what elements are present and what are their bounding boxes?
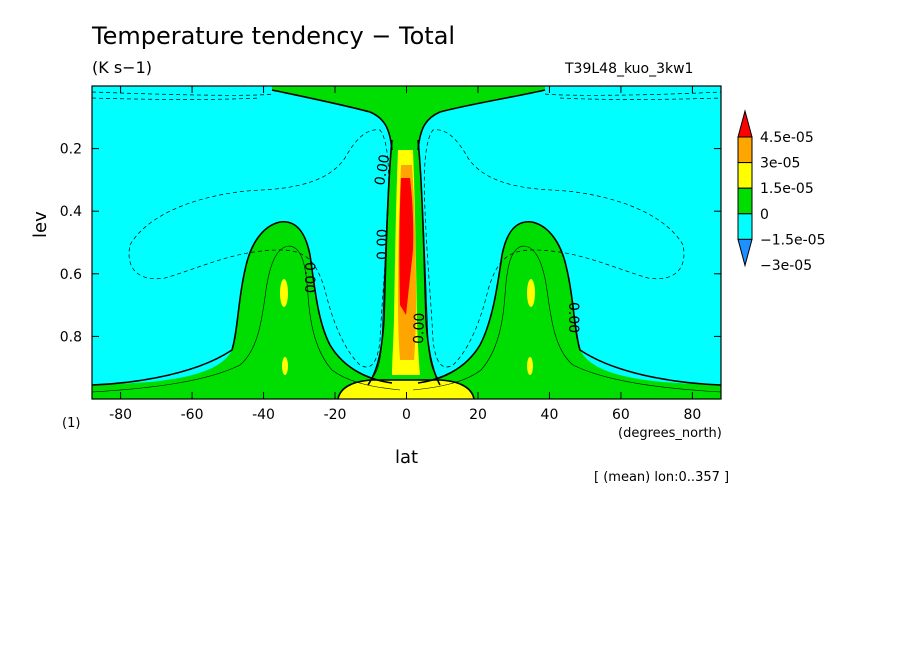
x-axis-label: lat: [395, 447, 419, 468]
central-red: [399, 178, 414, 315]
colorbar-bottom-arrow: [737, 238, 753, 268]
y-axis: 0.2 0.4 0.6 0.8: [60, 142, 721, 345]
x-axis: -80 -60 -40 -20 0 20 40 60 80: [109, 86, 701, 423]
y-tick-label: 0.6: [60, 267, 82, 283]
colorbar-segment: [737, 213, 753, 240]
contour-label: 0.00: [411, 312, 428, 344]
y-tick-label: 0.2: [60, 142, 82, 158]
zero-contour-right: [417, 221, 721, 386]
zero-contour-bottom: [337, 379, 475, 399]
x-tick-label: 80: [683, 407, 701, 423]
contour-label: 0.00: [372, 153, 393, 186]
colorbar-label: 0: [760, 207, 769, 223]
y-tick-label: 0.8: [60, 329, 82, 345]
x-axis-unit: (degrees_north): [618, 426, 722, 441]
right-yellow-blob: [527, 279, 535, 307]
negative-contour-left: [128, 129, 390, 368]
contour-fields: [92, 86, 721, 399]
colorbar-label: −1.5e-05: [760, 232, 825, 248]
left-yellow-blob-lower: [282, 357, 288, 375]
right-green-lobe: [410, 221, 721, 399]
contour-label: 0.00: [375, 229, 391, 260]
zero-contour-left: [92, 221, 393, 386]
run-label: T39L48_kuo_3kw1: [565, 61, 694, 77]
y-tick-label: 0.4: [60, 204, 82, 220]
x-tick-label: -20: [324, 407, 347, 423]
contour-label: 0.00: [301, 262, 317, 293]
chart-units: (K s−1): [92, 58, 152, 77]
positive-contour-right: [412, 245, 721, 393]
colorbar-label: 1.5e-05: [760, 181, 814, 197]
colorbar-segment: [737, 187, 753, 215]
x-tick-label: 40: [541, 407, 559, 423]
colorbar-top-arrow: [737, 109, 753, 138]
x-tick-label: 60: [612, 407, 630, 423]
negative-contour-top: [92, 91, 721, 100]
x-tick-label: -60: [181, 407, 204, 423]
left-green-lobe: [92, 221, 400, 399]
upper-green-band: [272, 86, 545, 150]
zero-contour-top: [271, 89, 546, 151]
colorbar-segment: [737, 162, 753, 189]
contour-label: 0.00: [565, 302, 581, 333]
colorbar-label: 3e-05: [760, 156, 800, 172]
chart-title: Temperature tendency − Total: [92, 22, 456, 50]
colorbar-segment: [737, 136, 753, 164]
colorbar: 4.5e-05 3e-05 1.5e-05 0 −1.5e-05 −3e-05: [737, 109, 825, 274]
negative-contour-right: [423, 129, 685, 368]
positive-contour-left: [92, 245, 401, 393]
x-tick-label: -80: [109, 407, 132, 423]
y-axis-unit: (1): [62, 416, 81, 431]
colorbar-label: −3e-05: [760, 258, 812, 274]
right-yellow-blob-lower: [527, 357, 533, 375]
x-tick-label: -40: [252, 407, 275, 423]
contour-labels: 0.00 0.00 0.00 0.00 0.00: [301, 153, 581, 344]
x-tick-label: 20: [469, 407, 487, 423]
zero-contour-column: [367, 139, 441, 386]
x-tick-label: 0: [402, 407, 411, 423]
left-yellow-blob: [280, 279, 288, 307]
mean-note: [ (mean) lon:0..357 ]: [594, 470, 730, 485]
colorbar-label: 4.5e-05: [760, 130, 814, 146]
